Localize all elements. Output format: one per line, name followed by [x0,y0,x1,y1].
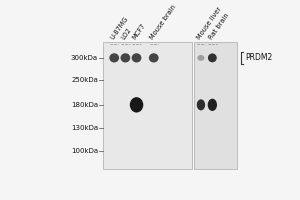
Text: 100kDa: 100kDa [71,148,98,154]
Text: Rat brain: Rat brain [207,12,230,41]
Text: U-87MG: U-87MG [109,16,129,41]
Text: LO2: LO2 [121,27,133,41]
Bar [103,42,192,169]
Text: MCF7: MCF7 [132,23,147,41]
Bar [194,42,238,169]
Ellipse shape [132,53,141,62]
Text: 250kDa: 250kDa [71,77,98,83]
Ellipse shape [149,53,159,62]
Ellipse shape [197,99,205,110]
Ellipse shape [109,53,119,62]
Text: 180kDa: 180kDa [71,102,98,108]
Text: 300kDa: 300kDa [71,55,98,61]
Ellipse shape [121,53,130,62]
Ellipse shape [208,53,217,62]
Ellipse shape [130,97,143,113]
Text: PRDM2: PRDM2 [245,53,272,62]
Ellipse shape [208,99,217,111]
Text: Mouse brain: Mouse brain [149,4,177,41]
Ellipse shape [197,55,204,61]
Text: Mouse liver: Mouse liver [196,6,223,41]
Text: 130kDa: 130kDa [71,125,98,131]
